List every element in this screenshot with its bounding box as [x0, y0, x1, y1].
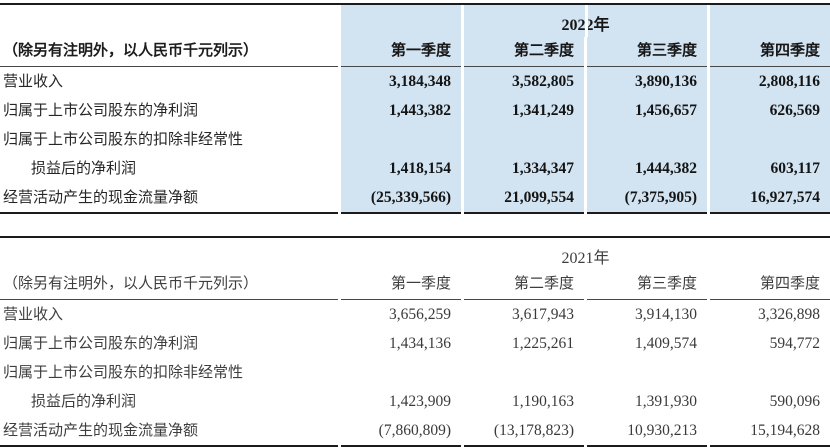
- column-seam: [584, 5, 588, 37]
- row-label-line-indent: 损益后的净利润: [31, 160, 137, 177]
- row-label: 经营活动产生的现金流量净额: [0, 183, 338, 214]
- table-2021: 2021年 （除另有注明外，以人民币千元列示） 第一季度 第二季度 第三季度 第…: [0, 238, 830, 447]
- value-cell: 3,617,943: [512, 306, 574, 323]
- value-cell: (13,178,823): [464, 416, 584, 447]
- value-cell: 3,326,898: [758, 306, 820, 323]
- table-body-2021: 营业收入 3,656,259 3,617,943 3,914,130 3,326,898…: [0, 300, 830, 447]
- row-label-line: 归属于上市公司股东的净利润: [3, 102, 199, 119]
- quarter-header-q4: 第四季度: [710, 270, 830, 300]
- value-cell: 3,914,130: [635, 306, 697, 323]
- column-seam: [706, 5, 710, 37]
- value-cell: 3,656,259: [389, 306, 451, 323]
- year-header-2022: 2022年: [341, 5, 830, 37]
- table-body-2022: 营业收入 3,184,348 3,582,805 3,890,136 2,808,116…: [0, 67, 830, 214]
- row-label-line: 营业收入: [3, 306, 64, 323]
- row-label: 归属于上市公司股东的净利润: [0, 96, 338, 125]
- value-cell: 590,096: [769, 393, 820, 410]
- table-row: 经营活动产生的现金流量净额 (7,860,809) (13,178,823) 10,9…: [0, 416, 830, 447]
- year-row-spacer: [0, 5, 338, 37]
- quarter-header-q3: 第三季度: [587, 270, 707, 300]
- value-cell: 1,409,574: [635, 335, 697, 352]
- quarter-header-q2: 第二季度: [464, 37, 584, 67]
- value-cell: 3,582,805: [464, 67, 584, 96]
- value-cell: (7,860,809): [341, 416, 461, 447]
- row-label: 营业收入: [0, 300, 338, 329]
- row-label: 归属于上市公司股东的净利润: [0, 329, 338, 358]
- value-cell: 15,194,628: [710, 416, 830, 447]
- unit-note: （除另有注明外，以人民币千元列示）: [0, 37, 338, 67]
- value-cell: 1,423,909: [389, 393, 451, 410]
- row-label: 经营活动产生的现金流量净额: [0, 416, 338, 447]
- quarter-header-q1: 第一季度: [341, 37, 461, 67]
- table-row: 归属于上市公司股东的净利润 1,434,136 1,225,261 1,409,574…: [0, 329, 830, 358]
- value-cell: 21,099,554: [464, 183, 584, 214]
- row-label-line: 归属于上市公司股东的扣除非经常性: [3, 364, 244, 381]
- row-label: 营业收入: [0, 67, 338, 96]
- quarter-header-q2: 第二季度: [464, 270, 584, 300]
- table-row: 营业收入 3,184,348 3,582,805 3,890,136 2,808,116: [0, 67, 830, 96]
- value-cell: 1,225,261: [512, 335, 574, 352]
- year-label: 2021年: [561, 249, 610, 267]
- value-cell: 1,456,657: [587, 96, 707, 125]
- column-seam: [461, 5, 465, 37]
- table-row: 归属于上市公司股东的扣除非经常性 损益后的净利润 1,418,154 1,334,34…: [0, 125, 830, 183]
- row-label-line-indent: 损益后的净利润: [31, 393, 137, 410]
- value-cell: 16,927,574: [710, 183, 830, 214]
- row-label: 归属于上市公司股东的扣除非经常性损益后的净利润: [0, 358, 338, 416]
- row-label-line: 经营活动产生的现金流量净额: [3, 422, 199, 439]
- year-row-spacer: [0, 238, 338, 270]
- value-cell: 1,391,930: [635, 393, 697, 410]
- value-cell: 1,334,347: [464, 125, 584, 183]
- table-row: 营业收入 3,656,259 3,617,943 3,914,130 3,326,898: [0, 300, 830, 329]
- quarterly-table-2022: 2022年 （除另有注明外，以人民币千元列示） 第一季度 第二季度 第三季度 第…: [0, 3, 830, 214]
- year-header-row: 2022年: [0, 5, 830, 37]
- value-cell: 626,569: [710, 96, 830, 125]
- value-cell: 1,190,163: [512, 393, 574, 410]
- row-label-line: 归属于上市公司股东的净利润: [3, 335, 199, 352]
- quarter-header-q3: 第三季度: [587, 37, 707, 67]
- value-cell: 3,890,136: [587, 67, 707, 96]
- quarter-header-q1: 第一季度: [341, 270, 461, 300]
- value-cell: 1,434,136: [389, 335, 451, 352]
- value-cell: 1,341,249: [464, 96, 584, 125]
- table-row: 归属于上市公司股东的净利润 1,443,382 1,341,249 1,456,657…: [0, 96, 830, 125]
- table-row: 经营活动产生的现金流量净额 (25,339,566) 21,099,554 (7,37…: [0, 183, 830, 214]
- table-2022: 2022年 （除另有注明外，以人民币千元列示） 第一季度 第二季度 第三季度 第…: [0, 5, 830, 214]
- value-cell: 594,772: [769, 335, 820, 352]
- row-label-line: 经营活动产生的现金流量净额: [3, 189, 199, 206]
- value-cell: 10,930,213: [587, 416, 707, 447]
- value-cell: (7,375,905): [587, 183, 707, 214]
- row-label-line: 营业收入: [3, 73, 64, 90]
- year-header-row: 2021年: [0, 238, 830, 270]
- row-label: 归属于上市公司股东的扣除非经常性损益后的净利润: [0, 125, 338, 183]
- value-cell: (25,339,566): [341, 183, 461, 214]
- value-cell: 603,117: [710, 125, 830, 183]
- quarter-header-q4: 第四季度: [710, 37, 830, 67]
- year-header-2021: 2021年: [341, 238, 830, 270]
- quarter-header-row: （除另有注明外，以人民币千元列示） 第一季度 第二季度 第三季度 第四季度: [0, 37, 830, 67]
- value-cell: 1,443,382: [341, 96, 461, 125]
- quarter-header-row: （除另有注明外，以人民币千元列示） 第一季度 第二季度 第三季度 第四季度: [0, 270, 830, 300]
- row-label-line: 归属于上市公司股东的扣除非经常性: [3, 131, 244, 148]
- quarterly-table-2021: 2021年 （除另有注明外，以人民币千元列示） 第一季度 第二季度 第三季度 第…: [0, 236, 830, 447]
- unit-note: （除另有注明外，以人民币千元列示）: [0, 270, 338, 300]
- value-cell: 1,418,154: [341, 125, 461, 183]
- value-cell: 3,184,348: [341, 67, 461, 96]
- value-cell: 1,444,382: [587, 125, 707, 183]
- table-row: 归属于上市公司股东的扣除非经常性损益后的净利润 1,423,909 1,190,16…: [0, 358, 830, 416]
- value-cell: 2,808,116: [710, 67, 830, 96]
